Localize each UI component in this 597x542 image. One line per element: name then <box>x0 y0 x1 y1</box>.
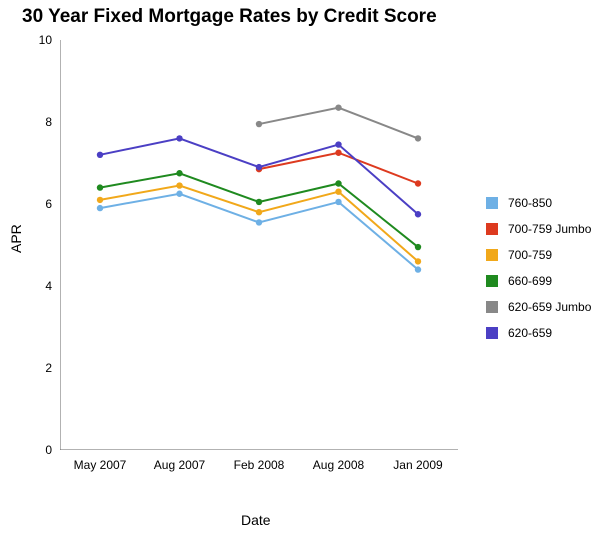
legend: 760-850 700-759 Jumbo 700-759 660-699 620-65… <box>486 196 591 352</box>
legend-item: 760-850 <box>486 196 591 210</box>
y-tick-label: 6 <box>22 197 52 211</box>
legend-item: 660-699 <box>486 274 591 288</box>
series-marker <box>256 121 262 127</box>
x-tick-label: Aug 2008 <box>313 458 364 472</box>
series-marker <box>97 197 103 203</box>
series-marker <box>97 152 103 158</box>
x-axis-label: Date <box>241 512 271 528</box>
series-marker <box>415 244 421 250</box>
plot-area <box>60 40 458 450</box>
series-marker <box>97 184 103 190</box>
y-tick-label: 2 <box>22 361 52 375</box>
legend-label: 760-850 <box>508 196 552 210</box>
legend-item: 620-659 <box>486 326 591 340</box>
x-tick-label: Aug 2007 <box>154 458 205 472</box>
series-marker <box>176 182 182 188</box>
series-marker <box>176 135 182 141</box>
legend-label: 620-659 <box>508 326 552 340</box>
series-marker <box>335 180 341 186</box>
legend-label: 700-759 <box>508 248 552 262</box>
series-marker <box>335 141 341 147</box>
x-tick-label: Jan 2009 <box>393 458 442 472</box>
series-marker <box>415 266 421 272</box>
legend-swatch <box>486 327 498 339</box>
legend-swatch <box>486 197 498 209</box>
x-tick-label: May 2007 <box>74 458 127 472</box>
series-line <box>259 153 418 184</box>
legend-item: 700-759 Jumbo <box>486 222 591 236</box>
series-marker <box>415 135 421 141</box>
series-marker <box>256 164 262 170</box>
legend-swatch <box>486 301 498 313</box>
series-marker <box>256 209 262 215</box>
y-tick-label: 10 <box>22 33 52 47</box>
series-marker <box>415 258 421 264</box>
series-marker <box>176 191 182 197</box>
legend-item: 620-659 Jumbo <box>486 300 591 314</box>
x-tick-label: Feb 2008 <box>234 458 285 472</box>
legend-label: 700-759 Jumbo <box>508 222 591 236</box>
series-marker <box>335 189 341 195</box>
legend-swatch <box>486 249 498 261</box>
series-marker <box>335 104 341 110</box>
legend-swatch <box>486 223 498 235</box>
series-marker <box>256 219 262 225</box>
chart-container: 30 Year Fixed Mortgage Rates by Credit S… <box>0 0 597 542</box>
series-marker <box>415 180 421 186</box>
series-marker <box>256 199 262 205</box>
series-marker <box>335 150 341 156</box>
y-tick-label: 0 <box>22 443 52 457</box>
chart-title: 30 Year Fixed Mortgage Rates by Credit S… <box>22 6 437 28</box>
legend-label: 620-659 Jumbo <box>508 300 591 314</box>
legend-label: 660-699 <box>508 274 552 288</box>
series-marker <box>176 170 182 176</box>
series-marker <box>415 211 421 217</box>
y-axis-label: APR <box>8 224 24 253</box>
legend-item: 700-759 <box>486 248 591 262</box>
y-tick-label: 8 <box>22 115 52 129</box>
series-marker <box>97 205 103 211</box>
series-line <box>259 108 418 139</box>
series-marker <box>335 199 341 205</box>
y-tick-label: 4 <box>22 279 52 293</box>
legend-swatch <box>486 275 498 287</box>
